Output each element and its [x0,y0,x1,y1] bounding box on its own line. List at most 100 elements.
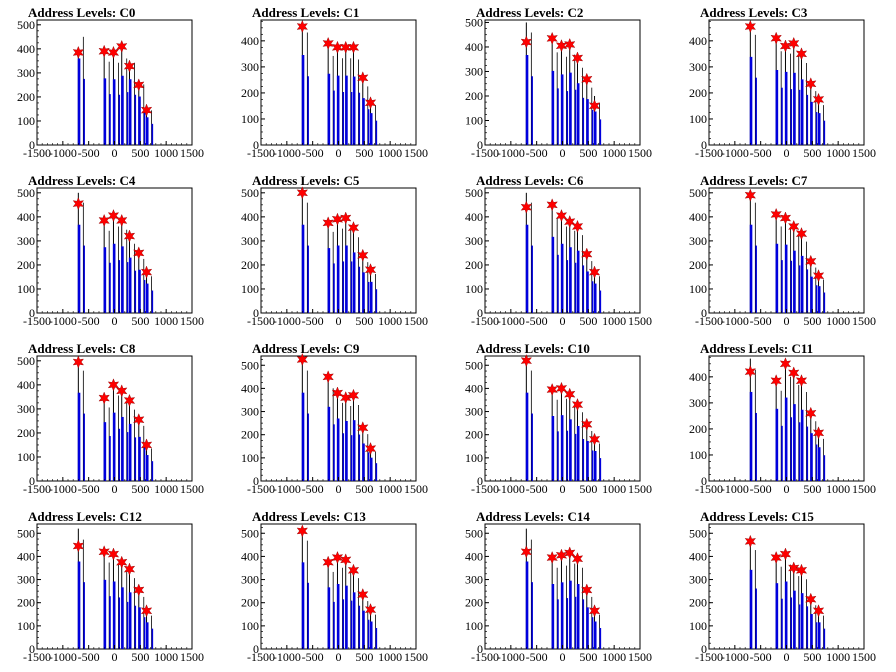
bar [350,435,353,481]
bar [566,430,569,481]
bar [591,617,594,649]
bar [749,391,753,481]
bar [126,601,129,649]
bar [128,423,132,481]
x-tick-label: -500 [750,482,772,496]
bar [775,583,779,649]
peak-marker [322,216,334,230]
bar [823,292,826,313]
peak-marker [340,553,352,567]
x-tick-label: -1000 [273,650,301,664]
bar [815,112,818,145]
peak-marker [744,534,757,548]
peak-marker [581,583,593,597]
x-tick-label: -500 [750,314,772,328]
y-tick-label: 300 [17,402,35,416]
y-tick-label: 0 [29,642,35,656]
chart-plot: 0 100 200 300 400 500 -1500-1000 -500 0 500 1000 15… [17,186,204,328]
x-tick-label: -1000 [497,314,525,328]
x-tick-label: 0 [336,482,342,496]
bar [375,463,378,481]
x-tick-label: 500 [579,650,597,664]
x-tick-label: 500 [131,482,149,496]
bar [800,255,804,313]
bar [109,436,111,481]
bar [327,73,331,145]
y-tick-label: 200 [465,89,483,103]
bar [551,70,555,145]
peak-marker [98,545,110,559]
x-tick-label: -1000 [497,146,525,160]
bar [800,593,804,649]
bar [138,436,141,481]
x-tick-label: -1000 [49,482,77,496]
x-tick-label: -1500 [695,146,723,160]
bar [103,422,107,481]
x-tick-label: 1000 [154,146,178,160]
y-tick-label: 100 [465,282,483,296]
y-tick-label: 100 [465,113,483,127]
x-tick-label: 0 [112,314,118,328]
x-tick-label: 1000 [602,482,626,496]
bar [327,406,331,481]
y-tick-label: 0 [29,474,35,488]
bar [574,596,577,649]
chart-panel: Address Levels: C2 0 100 200 300 400 500 -1500-… [448,0,672,168]
x-tick-label: 0 [336,314,342,328]
bar [143,617,146,649]
bar [301,562,305,649]
bar [342,599,345,649]
bar [806,94,809,145]
peak-marker [72,539,85,553]
x-tick-label: -500 [750,146,772,160]
peak-marker [588,265,601,279]
peak-marker [788,219,800,234]
peak-marker [98,213,110,227]
peak-marker [322,370,334,384]
x-tick-label: -1000 [49,146,77,160]
bar [557,431,559,481]
chart-plot: 0 100 200 300 400 500 -1500-1000 -500 0 500 1000 15… [241,186,428,328]
bar [781,425,783,481]
chart-panel: Address Levels: C12 0 100 200 300 400 500 -1500… [0,504,224,672]
bar [333,263,335,313]
y-tick-label: 100 [241,282,259,296]
bar [138,607,141,649]
peak-marker [107,209,120,223]
x-tick-label: 1500 [404,146,428,160]
bar [790,417,793,481]
y-tick-label: 300 [241,405,259,419]
bar [307,582,309,649]
bar [823,455,826,481]
bar [83,413,85,481]
bar [599,458,602,481]
peak-marker [331,40,344,54]
bar [121,587,124,649]
peak-marker [116,384,128,398]
y-tick-label: 400 [465,381,483,395]
bar [350,92,353,145]
x-tick-label: 1500 [180,314,204,328]
x-tick-label: -1000 [721,650,749,664]
chart-plot: 0 100 200 300 400 500 -1500-1000 -500 0 500 1000 15… [689,186,876,328]
bar [810,276,813,313]
x-tick-label: 1500 [404,482,428,496]
x-tick-label: -1000 [273,314,301,328]
chart-plot: 0 100 200 300 400 500 -1500-1000 -500 0 500 1000 15… [241,523,428,664]
bar [781,260,783,313]
bar [823,120,826,145]
bar [121,75,124,145]
y-tick-label: 400 [689,370,707,384]
y-tick-label: 0 [701,474,707,488]
chart-panel: Address Levels: C3 0 100 200 300 400 -1500 -100… [672,0,896,168]
x-tick-label: 0 [336,650,342,664]
peak-marker [347,40,360,54]
bar [375,289,378,313]
x-tick-label: 1000 [154,314,178,328]
chart-title: Address Levels: C4 [28,173,136,188]
x-tick-label: 500 [579,482,597,496]
y-tick-label: 100 [689,112,707,126]
bar [576,83,580,145]
bar [784,397,788,481]
